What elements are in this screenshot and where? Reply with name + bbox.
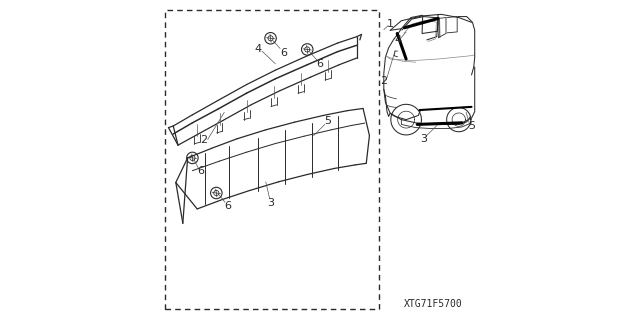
Text: 6: 6 <box>317 59 323 69</box>
Text: 3: 3 <box>267 197 274 208</box>
Text: 6: 6 <box>280 48 287 58</box>
Text: 5: 5 <box>324 116 332 126</box>
Text: 4: 4 <box>395 35 402 45</box>
Text: 2: 2 <box>200 135 207 145</box>
Text: 6: 6 <box>197 166 204 176</box>
Text: XTG71F5700: XTG71F5700 <box>404 299 463 309</box>
Text: 5: 5 <box>468 121 475 131</box>
Bar <box>165 10 379 309</box>
Text: 2: 2 <box>380 76 387 86</box>
Text: 3: 3 <box>420 134 427 144</box>
Text: 1: 1 <box>387 19 394 29</box>
Text: 6: 6 <box>224 201 231 211</box>
Text: 4: 4 <box>254 44 261 55</box>
